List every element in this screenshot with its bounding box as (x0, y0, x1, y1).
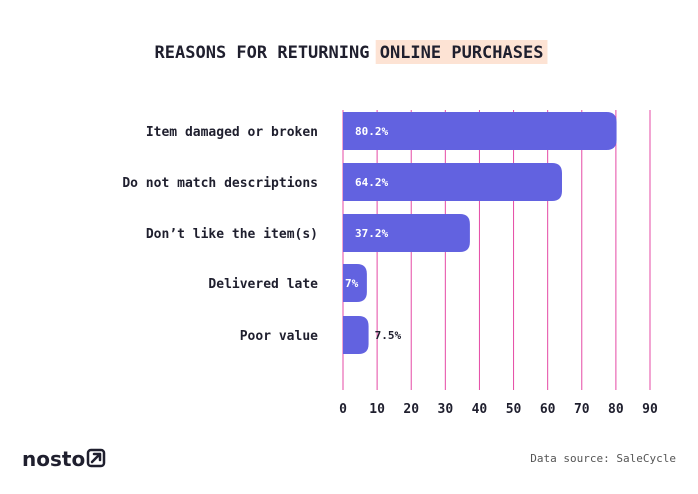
footer: nosto Data source: SaleCycle (22, 447, 676, 471)
bar (343, 163, 562, 201)
x-tick-label: 0 (339, 402, 347, 417)
x-tick-label: 40 (472, 402, 488, 417)
category-label: Delivered late (208, 277, 318, 292)
bar (343, 112, 617, 150)
bars: 80.2% 64.2% 37.2% 7% 7.5% (343, 112, 617, 354)
x-axis-ticks: 0 10 20 30 40 50 60 70 80 90 (339, 402, 658, 417)
svg-text:REASONS FOR RETURNING ONLINE P: REASONS FOR RETURNING ONLINE PURCHASES (155, 43, 544, 63)
x-tick-label: 80 (608, 402, 624, 417)
x-tick-label: 90 (642, 402, 658, 417)
category-label: Do not match descriptions (122, 176, 318, 191)
category-labels: Item damaged or broken Do not match descr… (122, 125, 318, 344)
bar (343, 264, 367, 302)
x-tick-label: 10 (369, 402, 385, 417)
chart-title: REASONS FOR RETURNING ONLINE PURCHASES (155, 40, 548, 64)
bar-value-label: 80.2% (355, 125, 388, 138)
bar-value-label: 64.2% (355, 176, 388, 189)
x-tick-label: 20 (403, 402, 419, 417)
category-label: Item damaged or broken (146, 125, 318, 140)
nosto-arrow-icon (86, 448, 106, 468)
x-tick-label: 30 (438, 402, 454, 417)
x-tick-label: 60 (540, 402, 556, 417)
bar-value-label: 7% (345, 277, 359, 290)
data-source: Data source: SaleCycle (530, 452, 676, 465)
title-highlight-text: ONLINE PURCHASES (380, 43, 544, 63)
bar (343, 214, 470, 252)
bar-value-label: 7.5% (375, 329, 402, 342)
bar (343, 316, 369, 354)
x-tick-label: 70 (574, 402, 590, 417)
category-label: Don’t like the item(s) (146, 227, 318, 242)
title-highlight (375, 40, 548, 64)
x-tick-label: 50 (506, 402, 522, 417)
category-label: Poor value (240, 329, 318, 344)
bar-value-label: 37.2% (355, 227, 388, 240)
nosto-logo: nosto (22, 447, 85, 471)
title-plain: REASONS FOR RETURNING (155, 43, 380, 63)
